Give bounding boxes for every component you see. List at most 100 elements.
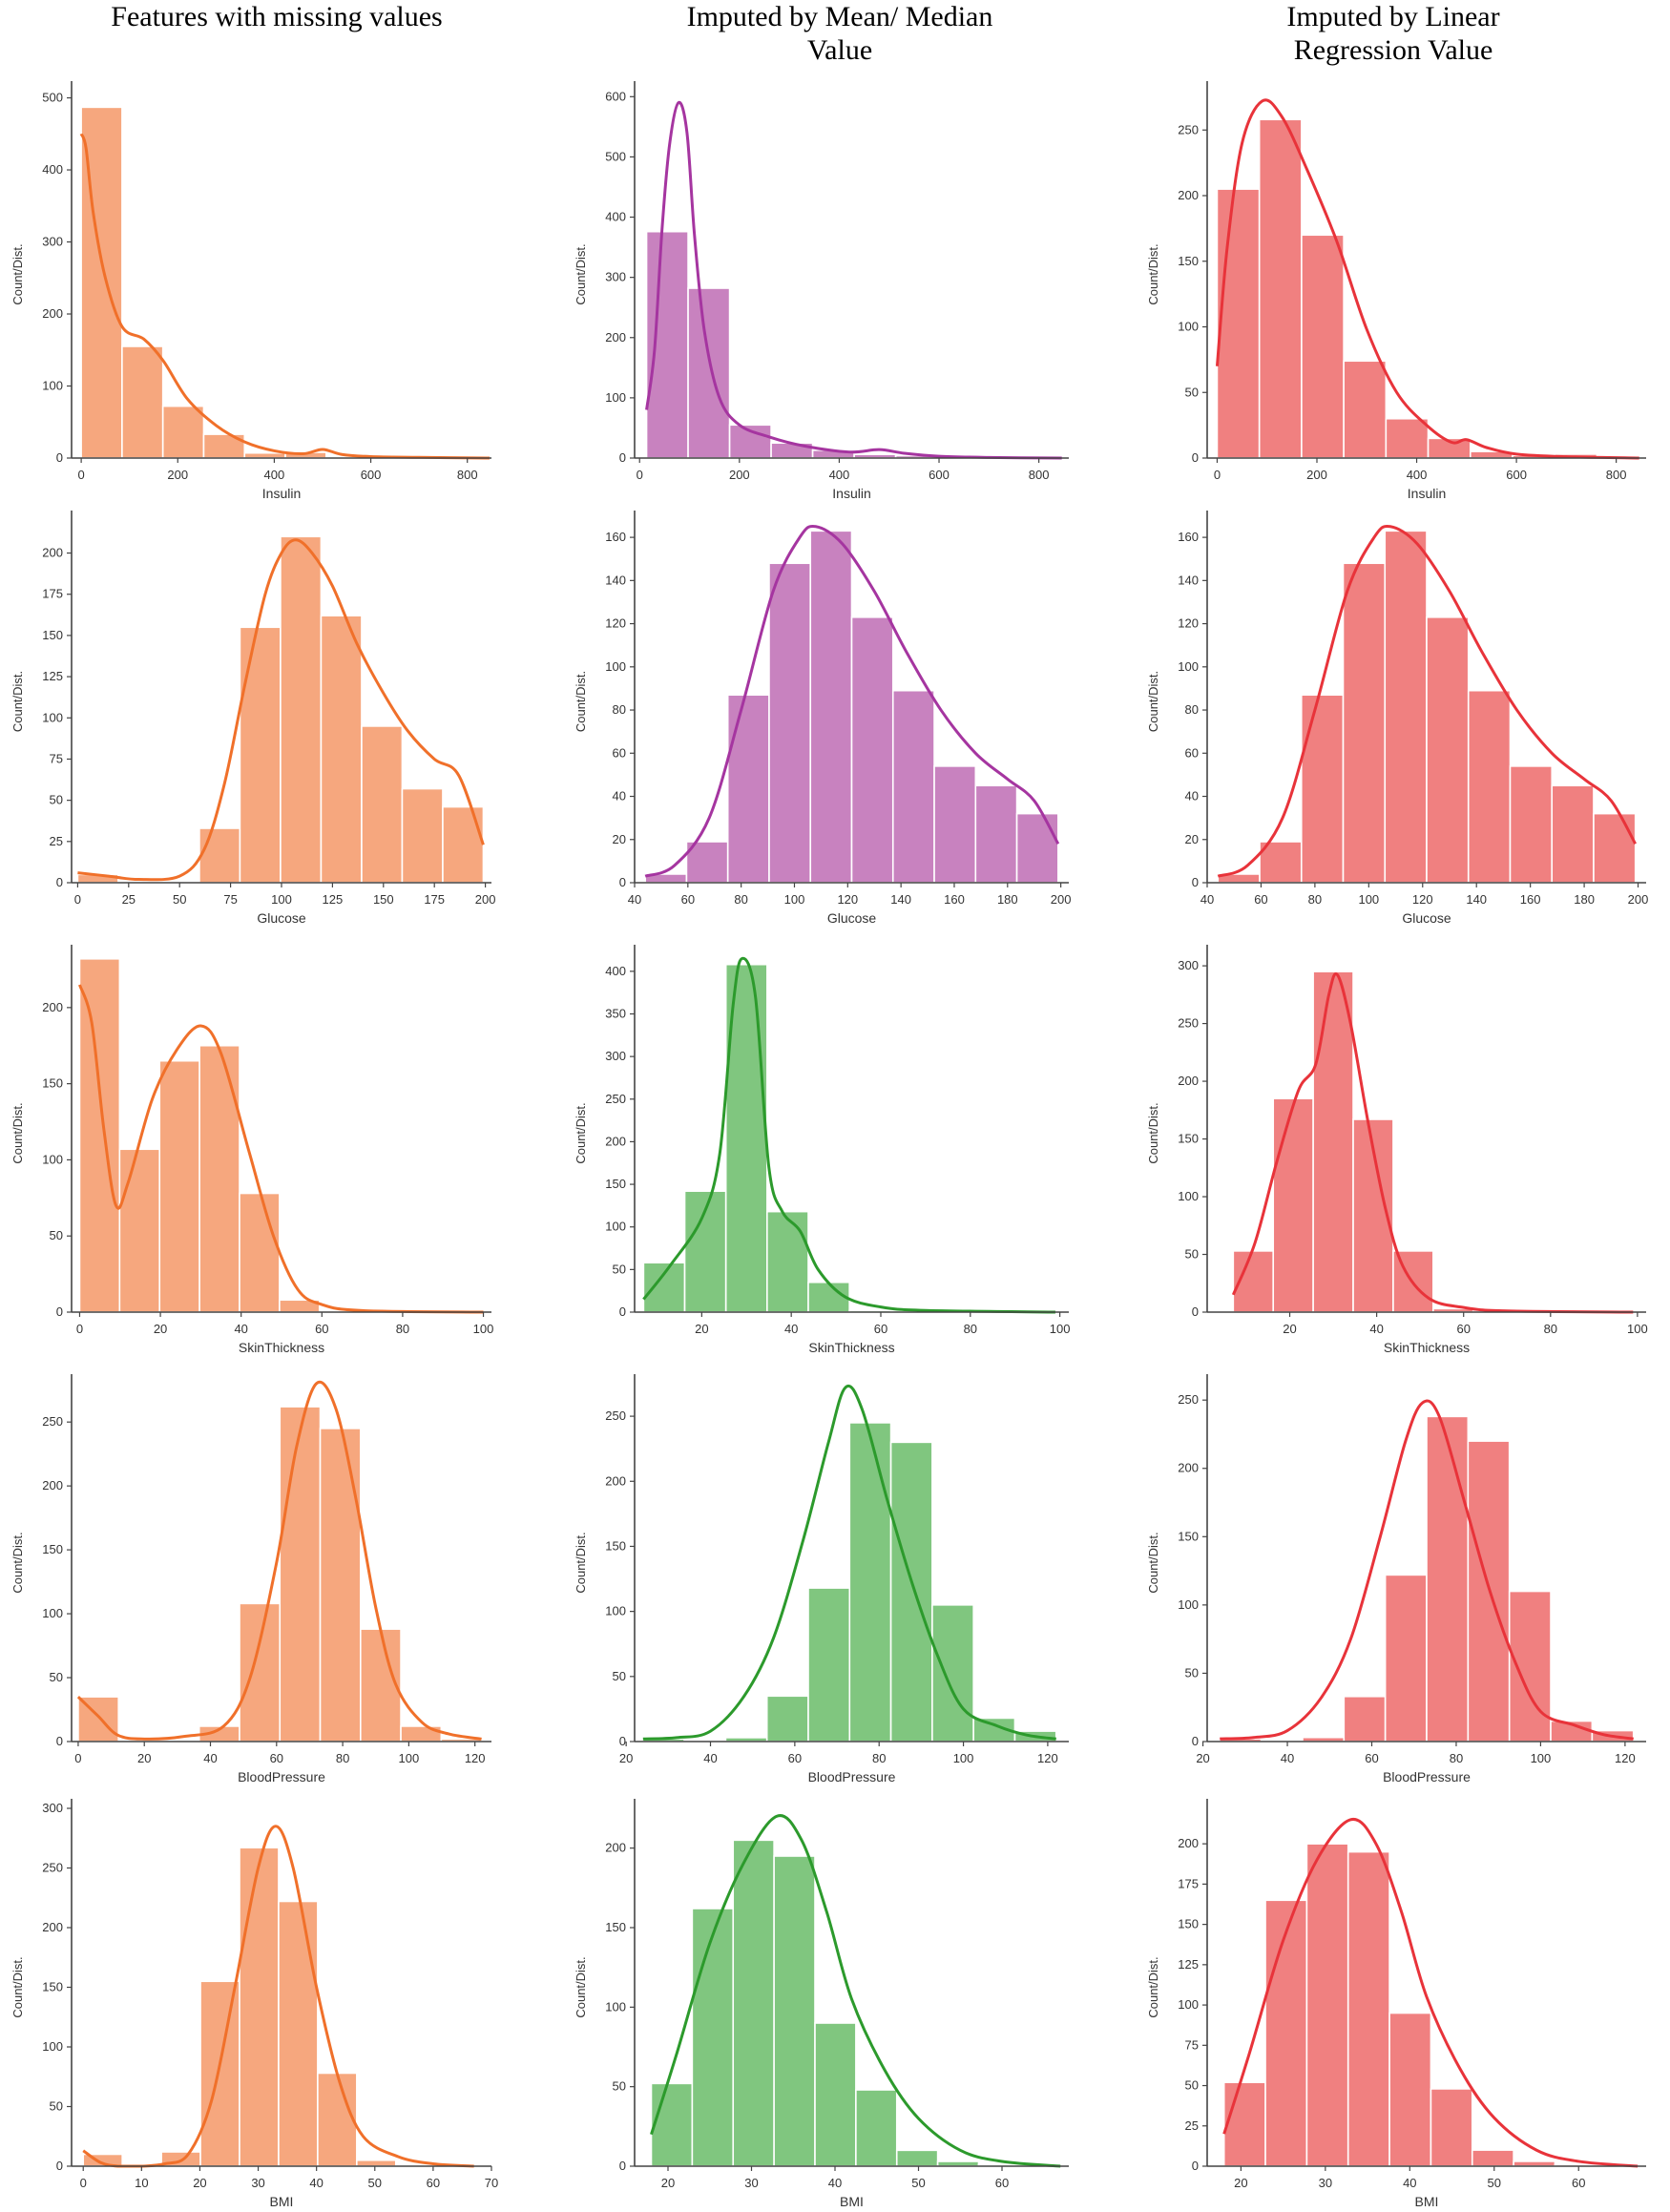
x-tick-label: 40 — [309, 2176, 323, 2190]
x-tick-label: 100 — [473, 1322, 494, 1336]
histogram-3-2: 20 40 60 80 100 120 0 50 100 150 200 250 BloodPressu… — [1146, 1374, 1646, 1784]
y-tick-label: 100 — [605, 659, 626, 674]
y-tick-label: 150 — [42, 1542, 63, 1556]
x-tick-label: 60 — [995, 2176, 1009, 2190]
y-tick-label: 0 — [619, 1734, 626, 1748]
x-tick-label: 30 — [1319, 2176, 1332, 2190]
x-tick-label: 10 — [135, 2176, 148, 2190]
histogram-bar — [239, 1847, 280, 2167]
x-tick-label: 160 — [1520, 892, 1541, 907]
kde-curve — [1215, 98, 1639, 460]
x-tick-label: 60 — [1456, 1322, 1470, 1336]
y-axis-label: Count/Dist. — [10, 1956, 25, 2017]
x-tick-label: 40 — [1403, 2176, 1416, 2190]
kde-curve — [77, 538, 485, 882]
x-tick-label: 100 — [1531, 1751, 1552, 1765]
histogram-bar — [1343, 360, 1388, 459]
x-tick-label: 100 — [1627, 1322, 1648, 1336]
x-tick-label: 140 — [890, 892, 911, 907]
histogram-bar — [121, 345, 164, 459]
y-tick-label: 500 — [605, 149, 626, 163]
histogram-bar — [78, 957, 121, 1313]
y-tick-label: 150 — [1178, 254, 1199, 268]
column-title-missing: Features with missing values — [111, 1, 443, 32]
y-tick-label: 200 — [1178, 1074, 1199, 1088]
x-tick-label: 60 — [874, 1322, 887, 1336]
y-tick-label: 0 — [619, 875, 626, 889]
y-tick-label: 50 — [613, 1262, 626, 1276]
y-tick-label: 200 — [42, 546, 63, 560]
y-tick-label: 160 — [605, 530, 626, 544]
x-tick-label: 160 — [944, 892, 965, 907]
histogram-bar — [850, 616, 894, 884]
histogram-bar — [1426, 1415, 1470, 1742]
histogram-bar — [1467, 689, 1512, 884]
y-tick-label: 0 — [56, 1304, 63, 1319]
x-tick-label: 0 — [637, 468, 643, 482]
y-tick-label: 150 — [1178, 1132, 1199, 1146]
x-tick-label: 20 — [1283, 1322, 1296, 1336]
histogram-bar — [766, 1210, 809, 1313]
y-tick-label: 60 — [1185, 745, 1199, 760]
histogram-bar — [1342, 562, 1387, 884]
x-tick-label: 200 — [475, 892, 496, 907]
x-tick-label: 100 — [271, 892, 292, 907]
kde-curve — [642, 956, 1055, 1314]
y-tick-label: 125 — [42, 669, 63, 683]
x-tick-label: 60 — [427, 2176, 440, 2190]
histogram-bar — [726, 694, 770, 884]
x-tick-label: 20 — [137, 1751, 151, 1765]
y-tick-label: 250 — [605, 1409, 626, 1423]
x-tick-label: 0 — [74, 892, 81, 907]
histogram-bar — [1430, 2088, 1473, 2167]
y-tick-label: 200 — [605, 1473, 626, 1488]
y-tick-label: 100 — [1178, 1189, 1199, 1203]
histogram-bar — [809, 530, 853, 884]
x-tick-label: 150 — [373, 892, 394, 907]
x-tick-label: 100 — [399, 1751, 420, 1765]
histogram-bar — [814, 2022, 857, 2167]
column-title-mean-median: Imputed by Mean/ Median Value — [686, 1, 993, 66]
y-tick-label: 350 — [605, 1007, 626, 1021]
y-tick-label: 100 — [1178, 320, 1199, 334]
x-tick-label: 800 — [1029, 468, 1050, 482]
x-tick-label: 200 — [167, 468, 188, 482]
histogram-bar — [768, 562, 812, 884]
y-tick-label: 60 — [613, 745, 626, 760]
x-tick-label: 80 — [336, 1751, 349, 1765]
histogram-bar — [1384, 530, 1428, 884]
histogram-bar — [1015, 812, 1059, 884]
x-tick-label: 200 — [1306, 468, 1327, 482]
y-tick-label: 300 — [42, 235, 63, 249]
y-tick-label: 20 — [1185, 832, 1199, 846]
y-tick-label: 300 — [605, 270, 626, 284]
y-tick-label: 0 — [1192, 2159, 1199, 2173]
y-tick-label: 150 — [42, 1076, 63, 1091]
y-tick-label: 200 — [42, 1000, 63, 1014]
y-tick-label: 200 — [42, 1920, 63, 1934]
x-tick-label: 600 — [1506, 468, 1527, 482]
x-axis-label: BloodPressure — [1383, 1769, 1471, 1784]
histogram-1-2: 40 60 80 100 120 140 160 180 200 0 20 40 60 80 100 120 1… — [1146, 511, 1648, 926]
histogram-0-1: 0 200 400 600 800 0 100 200 300 400 500 600 Insulin C… — [574, 81, 1069, 501]
histogram-0-0: 0 200 400 600 800 0 100 200 300 400 500 Insulin Coun… — [10, 81, 491, 501]
histogram-bar — [1384, 1574, 1428, 1742]
x-tick-label: 400 — [264, 468, 285, 482]
x-tick-label: 60 — [1254, 892, 1267, 907]
x-axis-label: BMI — [840, 2194, 864, 2209]
y-tick-label: 25 — [1185, 2118, 1199, 2133]
x-tick-label: 0 — [80, 2176, 87, 2190]
histogram-bar — [1301, 234, 1345, 459]
x-tick-label: 20 — [619, 1751, 633, 1765]
y-tick-label: 150 — [1178, 1917, 1199, 1931]
y-tick-label: 200 — [605, 1134, 626, 1148]
y-tick-label: 500 — [42, 91, 63, 105]
histogram-bar — [161, 405, 205, 459]
histogram-4-2: 20 30 40 50 60 0 25 50 75 100 125 150 175 200 BMI Count… — [1146, 1799, 1646, 2209]
y-tick-label: 150 — [605, 1177, 626, 1191]
y-tick-label: 120 — [1178, 616, 1199, 631]
y-tick-label: 100 — [1178, 1997, 1199, 2012]
y-tick-label: 40 — [613, 789, 626, 803]
histogram-bar — [1471, 2149, 1514, 2167]
histogram-bar — [773, 1855, 816, 2167]
